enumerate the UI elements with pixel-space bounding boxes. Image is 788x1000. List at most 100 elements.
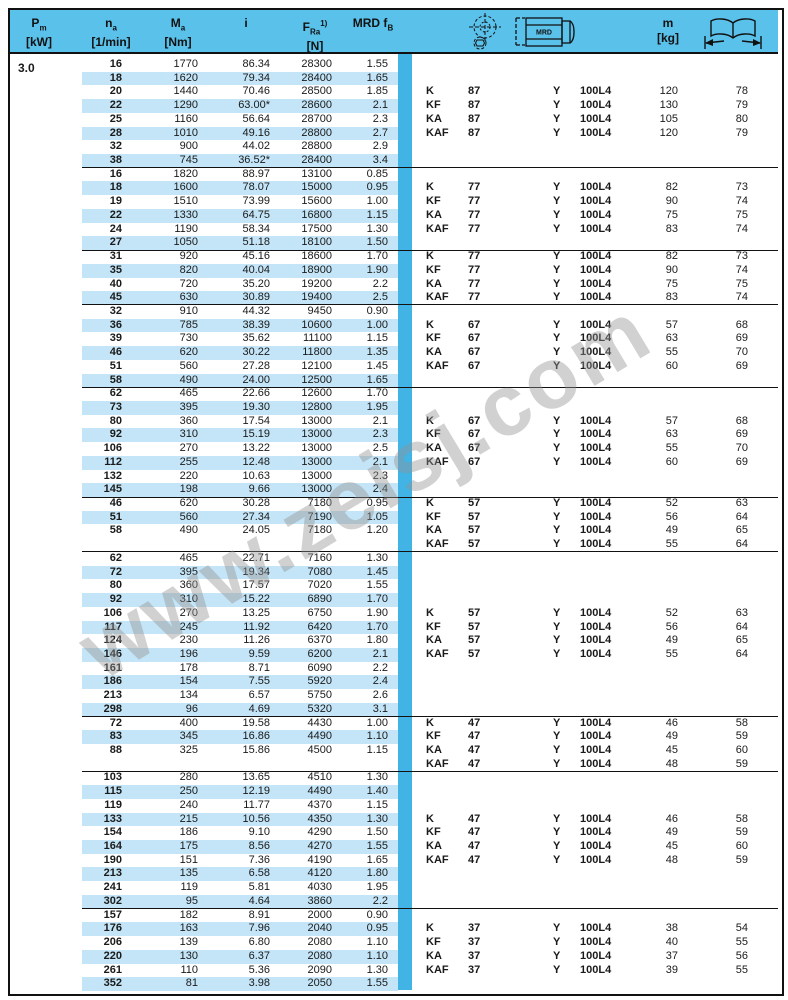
variant-cell-motor: 100L4 bbox=[580, 208, 612, 221]
row-cell-ratio: 6.37 bbox=[248, 949, 270, 962]
variant-cell-type: KF bbox=[426, 195, 441, 208]
row-cell-fra: 19200 bbox=[301, 277, 332, 290]
variant-cell-motor: 100L4 bbox=[580, 414, 612, 427]
table-row: 46 620 30.28 7180 0.95 bbox=[10, 497, 778, 511]
variant-cell-motor: 100L4 bbox=[580, 744, 612, 756]
row-cell-na: 146 bbox=[103, 647, 122, 660]
variant-cell-page: 63 bbox=[735, 606, 748, 619]
variant-cell-size: 67 bbox=[468, 455, 481, 468]
variant-cell-size: 37 bbox=[468, 922, 481, 935]
variant-cell-mass: 49 bbox=[665, 826, 678, 839]
row-cell-na: 119 bbox=[104, 798, 122, 811]
variant-row: KAF 77 Y 100L4 83 74 bbox=[10, 223, 778, 237]
variant-cell-mass: 75 bbox=[665, 208, 678, 221]
table-row: 164 175 8.56 4270 1.55 bbox=[10, 840, 778, 854]
block-separator bbox=[82, 249, 778, 251]
variant-cell-mount: Y bbox=[553, 936, 561, 949]
variant-cell-motor: 100L4 bbox=[580, 620, 612, 633]
row-cell-fra: 28700 bbox=[301, 112, 332, 125]
variant-cell-motor: 100L4 bbox=[580, 606, 612, 619]
variant-cell-type: K bbox=[426, 318, 434, 331]
variant-cell-type: KF bbox=[426, 332, 441, 345]
row-cell-na: 261 bbox=[103, 963, 122, 976]
variant-cell-size: 67 bbox=[468, 359, 481, 372]
row-cell-ratio: 58.34 bbox=[242, 222, 270, 235]
variant-cell-page: 75 bbox=[735, 208, 748, 221]
variant-cell-motor: 100L4 bbox=[580, 949, 612, 962]
row-cell-ma: 220 bbox=[179, 469, 198, 482]
column-header-pm: Pm [kW] bbox=[26, 16, 52, 50]
variant-cell-mass: 63 bbox=[665, 428, 678, 441]
row-cell-ratio: 9.59 bbox=[248, 647, 270, 660]
variant-cell-size: 77 bbox=[468, 250, 481, 263]
variant-cell-mount: Y bbox=[553, 826, 561, 839]
row-cell-fra: 4350 bbox=[307, 812, 332, 825]
row-cell-fra: 4290 bbox=[307, 826, 332, 839]
variant-cell-type: KAF bbox=[426, 757, 449, 770]
row-cell-fra: 2080 bbox=[307, 936, 332, 949]
variant-cell-page: 69 bbox=[735, 359, 748, 372]
row-cell-fra: 28400 bbox=[301, 154, 332, 167]
variant-cell-size: 77 bbox=[468, 263, 481, 276]
row-cell-fra: 5320 bbox=[307, 702, 332, 715]
variant-cell-mass: 52 bbox=[665, 497, 678, 510]
table-row: 119 240 11.77 4370 1.15 bbox=[10, 799, 778, 813]
variant-cell-motor: 100L4 bbox=[580, 250, 612, 263]
row-cell-ratio: 64.75 bbox=[242, 208, 270, 221]
variant-cell-mount: Y bbox=[553, 222, 561, 235]
variant-cell-motor: 100L4 bbox=[580, 757, 612, 770]
row-cell-fb: 0.90 bbox=[366, 304, 388, 317]
variant-cell-size: 87 bbox=[468, 99, 481, 112]
row-cell-na: 19 bbox=[109, 195, 122, 208]
row-cell-ratio: 7.36 bbox=[248, 853, 270, 866]
row-cell-ratio: 51.18 bbox=[242, 236, 270, 249]
variant-cell-mount: Y bbox=[553, 208, 561, 221]
row-cell-na: 58 bbox=[109, 524, 122, 537]
row-cell-ratio: 30.89 bbox=[242, 291, 270, 304]
variant-row: KA 57 Y 100L4 49 65 bbox=[10, 524, 778, 538]
row-cell-fra: 6200 bbox=[307, 647, 332, 660]
variant-cell-size: 47 bbox=[468, 826, 481, 839]
variant-cell-size: 67 bbox=[468, 414, 481, 427]
variant-cell-page: 65 bbox=[735, 634, 748, 647]
variant-cell-page: 59 bbox=[735, 757, 748, 770]
row-cell-fb: 1.20 bbox=[366, 524, 388, 537]
row-cell-ratio: 35.62 bbox=[242, 332, 270, 345]
row-cell-ratio: 7.55 bbox=[248, 675, 270, 688]
row-cell-fb: 0.90 bbox=[366, 908, 388, 921]
variant-cell-type: K bbox=[426, 414, 434, 427]
row-stripe bbox=[82, 702, 398, 717]
row-cell-fra: 6890 bbox=[307, 593, 332, 606]
variant-cell-motor: 100L4 bbox=[580, 524, 612, 537]
row-stripe bbox=[82, 291, 398, 305]
row-cell-ratio: 12.48 bbox=[242, 455, 270, 468]
row-cell-ma: 230 bbox=[179, 634, 198, 647]
variant-row: KF 47 Y 100L4 49 59 bbox=[10, 826, 778, 840]
row-cell-fra: 18600 bbox=[301, 250, 332, 263]
variant-cell-type: KA bbox=[426, 346, 442, 359]
variant-cell-size: 77 bbox=[468, 181, 481, 194]
table-row: 22 1330 64.75 16800 1.15 bbox=[10, 208, 778, 223]
variant-cell-type: KF bbox=[426, 620, 441, 633]
variant-cell-size: 77 bbox=[468, 222, 481, 235]
motor-mrd-icon: MRD bbox=[512, 13, 578, 51]
row-cell-ratio: 15.19 bbox=[242, 428, 270, 441]
row-cell-ma: 198 bbox=[179, 483, 198, 496]
row-stripe bbox=[82, 840, 398, 854]
row-cell-fb: 1.00 bbox=[366, 716, 388, 729]
variant-cell-page: 64 bbox=[735, 647, 748, 660]
row-cell-fra: 28800 bbox=[301, 126, 332, 139]
variant-cell-mount: Y bbox=[553, 730, 561, 743]
row-cell-fra: 28300 bbox=[301, 58, 332, 70]
table-row: 352 81 3.98 2050 1.55 bbox=[10, 977, 778, 991]
row-cell-fb: 2.3 bbox=[372, 428, 388, 441]
row-cell-fra: 4510 bbox=[307, 771, 332, 784]
row-cell-fb: 1.55 bbox=[366, 579, 388, 592]
variant-cell-mass: 46 bbox=[665, 716, 678, 729]
table-row: 19 1510 73.99 15600 1.00 bbox=[10, 195, 778, 209]
row-cell-fb: 1.85 bbox=[366, 85, 388, 98]
variant-row: K 47 Y 100L4 46 58 bbox=[10, 717, 778, 731]
row-cell-ratio: 49.16 bbox=[242, 126, 270, 139]
variant-cell-type: KA bbox=[426, 524, 442, 537]
block-separator bbox=[82, 496, 778, 498]
